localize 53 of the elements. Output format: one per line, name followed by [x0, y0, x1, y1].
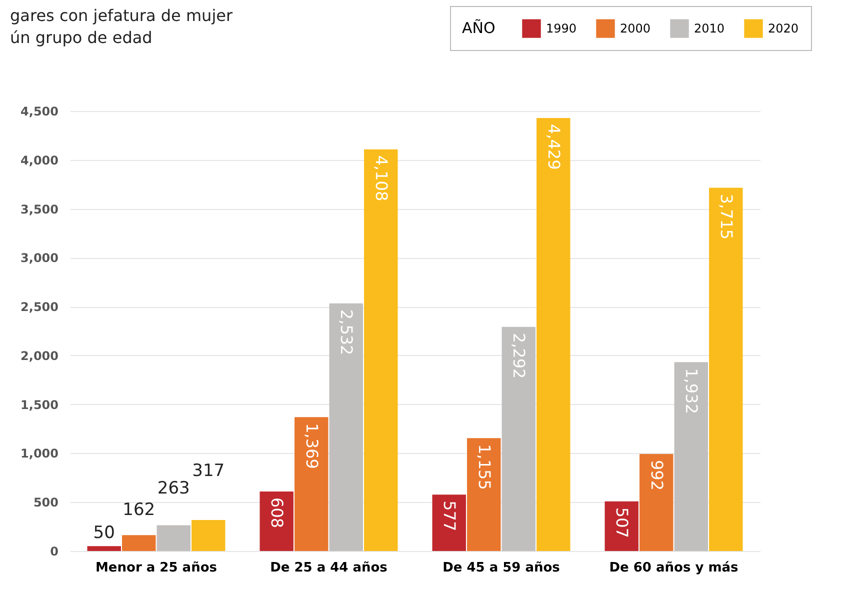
- x-tick-label: De 60 años y más: [609, 560, 739, 576]
- y-tick-label: 2,500: [20, 300, 58, 314]
- data-label: 1,155: [474, 444, 494, 490]
- y-tick-label: 3,500: [20, 202, 58, 216]
- text: gares con jefatura de mujer: [10, 6, 233, 25]
- bar: [467, 438, 501, 551]
- bar: [432, 494, 466, 551]
- data-label: 3,715: [716, 194, 736, 240]
- data-label: 4,429: [544, 124, 564, 170]
- bar: [156, 525, 190, 551]
- y-tick-label: 1,500: [20, 398, 58, 412]
- bar: [192, 520, 226, 551]
- data-label: 317: [192, 461, 225, 482]
- bar: [329, 303, 363, 551]
- x-tick-label: De 45 a 59 años: [442, 560, 560, 576]
- data-label: 577: [440, 500, 460, 532]
- bar: [709, 188, 743, 551]
- data-label: 507: [612, 507, 632, 538]
- data-label: 1,932: [682, 368, 702, 414]
- data-label: 1,369: [302, 423, 322, 469]
- data-label: 2,292: [510, 332, 529, 379]
- x-tick-label: De 25 a 44 años: [270, 560, 388, 576]
- y-tick-label: 3,000: [20, 251, 58, 266]
- y-tick-label: 500: [33, 496, 58, 510]
- legend-label: 2020: [768, 22, 799, 36]
- y-tick-label: 1,000: [20, 446, 58, 461]
- bar: [502, 326, 536, 551]
- data-label: 2,532: [337, 309, 356, 356]
- bar: [122, 535, 156, 551]
- text: ún grupo de edad: [10, 28, 152, 47]
- legend-label: 1990: [546, 22, 577, 36]
- data-label: 4,108: [372, 155, 391, 202]
- legend-title: AÑO: [462, 19, 496, 37]
- y-tick-label: 4,000: [20, 153, 58, 168]
- legend-label: 2000: [620, 22, 651, 36]
- data-label: 50: [93, 523, 115, 544]
- y-tick-label: 2,000: [20, 348, 58, 363]
- y-tick-label: 4,500: [20, 104, 58, 118]
- y-tick-label: 0: [50, 544, 58, 558]
- bar: [640, 454, 674, 551]
- bar: [604, 501, 638, 551]
- bar: [260, 492, 294, 551]
- bar: [364, 149, 398, 551]
- bar: [674, 362, 708, 551]
- legend-label: 2010: [694, 22, 725, 36]
- bar: [536, 118, 570, 551]
- data-label: 263: [157, 478, 190, 498]
- data-label: 992: [647, 460, 666, 491]
- bar: [294, 417, 328, 551]
- data-label: 608: [268, 498, 287, 528]
- data-label: 162: [122, 500, 156, 520]
- bar: [87, 546, 121, 551]
- x-tick-label: Menor a 25 años: [96, 560, 218, 576]
